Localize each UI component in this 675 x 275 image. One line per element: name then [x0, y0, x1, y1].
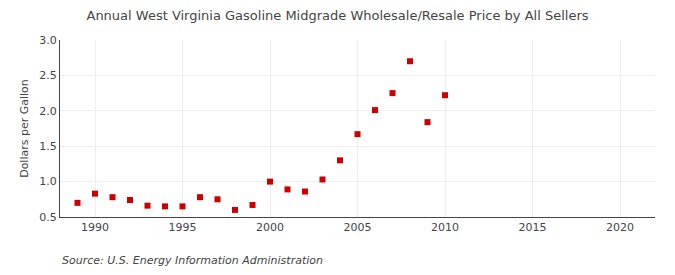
svg-text:0.5: 0.5 [39, 211, 57, 224]
svg-text:Annual West Virginia Gasoline: Annual West Virginia Gasoline Midgrade W… [86, 8, 588, 23]
svg-text:Source: U.S. Energy Informatio: Source: U.S. Energy Information Administ… [62, 254, 323, 267]
svg-text:2.5: 2.5 [39, 69, 57, 82]
svg-text:2010: 2010 [431, 221, 459, 234]
svg-text:2020: 2020 [606, 221, 634, 234]
svg-text:1.5: 1.5 [39, 140, 57, 153]
svg-text:1990: 1990 [81, 221, 109, 234]
svg-text:3.0: 3.0 [39, 34, 57, 47]
svg-text:1995: 1995 [169, 221, 197, 234]
svg-text:1.0: 1.0 [39, 175, 57, 188]
svg-text:2015: 2015 [519, 221, 547, 234]
svg-text:2000: 2000 [256, 221, 284, 234]
svg-text:2005: 2005 [344, 221, 372, 234]
svg-text:Dollars per Gallon: Dollars per Gallon [18, 79, 31, 178]
svg-text:2.0: 2.0 [39, 105, 57, 118]
